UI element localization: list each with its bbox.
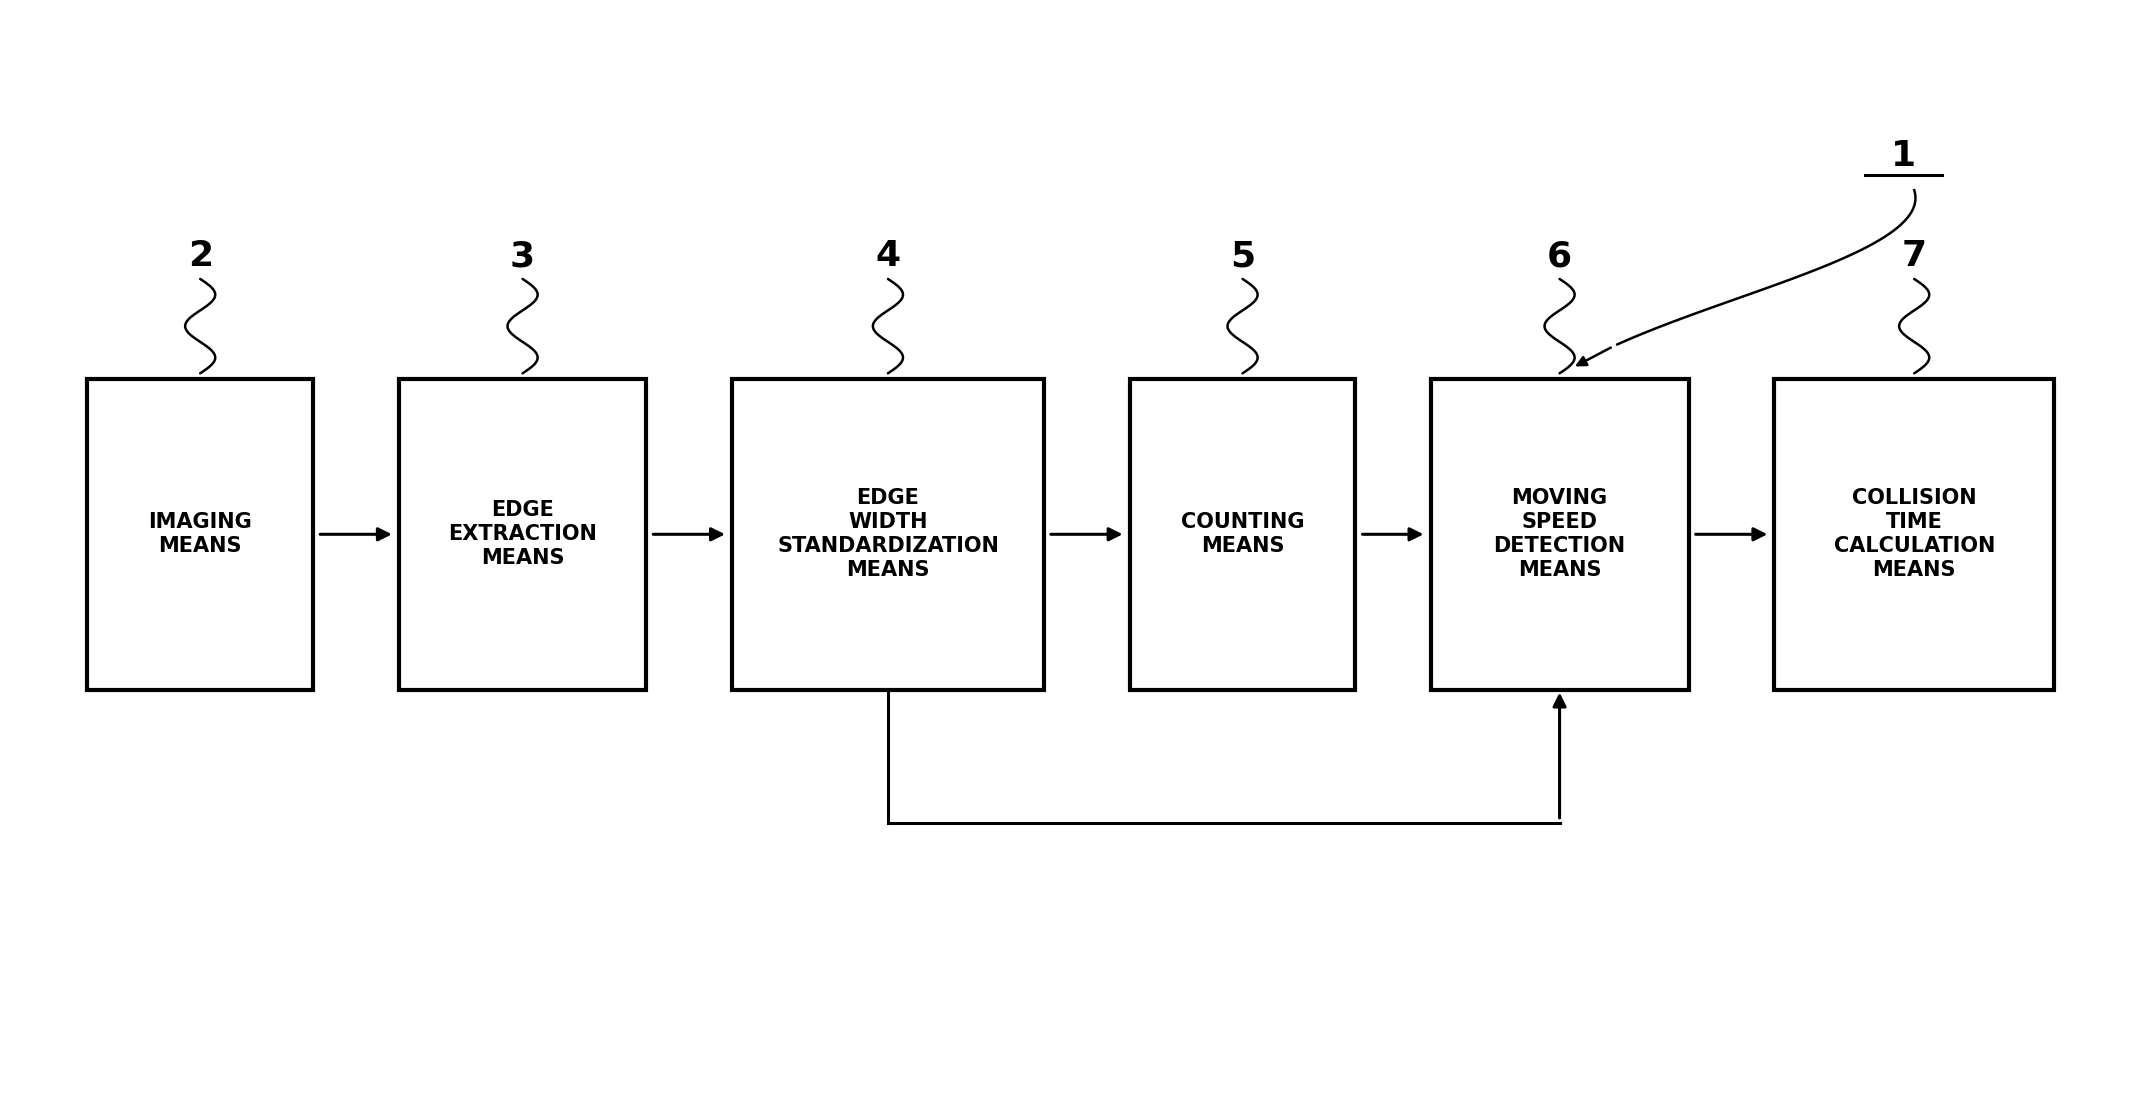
Text: 6: 6 [1547, 239, 1573, 274]
FancyBboxPatch shape [398, 378, 646, 690]
FancyBboxPatch shape [732, 378, 1044, 690]
Text: EDGE
EXTRACTION
MEANS: EDGE EXTRACTION MEANS [448, 501, 596, 569]
Text: 7: 7 [1902, 239, 1926, 274]
FancyBboxPatch shape [1775, 378, 2053, 690]
FancyBboxPatch shape [1130, 378, 1356, 690]
Text: COLLISION
TIME
CALCULATION
MEANS: COLLISION TIME CALCULATION MEANS [1834, 489, 1995, 580]
FancyBboxPatch shape [88, 378, 312, 690]
Text: IMAGING
MEANS: IMAGING MEANS [148, 512, 252, 556]
Text: 3: 3 [510, 239, 536, 274]
Text: 1: 1 [1892, 139, 1915, 174]
Text: EDGE
WIDTH
STANDARDIZATION
MEANS: EDGE WIDTH STANDARDIZATION MEANS [777, 489, 999, 580]
Text: 5: 5 [1231, 239, 1255, 274]
Text: 2: 2 [187, 239, 213, 274]
Text: MOVING
SPEED
DETECTION
MEANS: MOVING SPEED DETECTION MEANS [1493, 489, 1625, 580]
FancyBboxPatch shape [1431, 378, 1689, 690]
Text: 4: 4 [876, 239, 900, 274]
Text: COUNTING
MEANS: COUNTING MEANS [1181, 512, 1304, 556]
